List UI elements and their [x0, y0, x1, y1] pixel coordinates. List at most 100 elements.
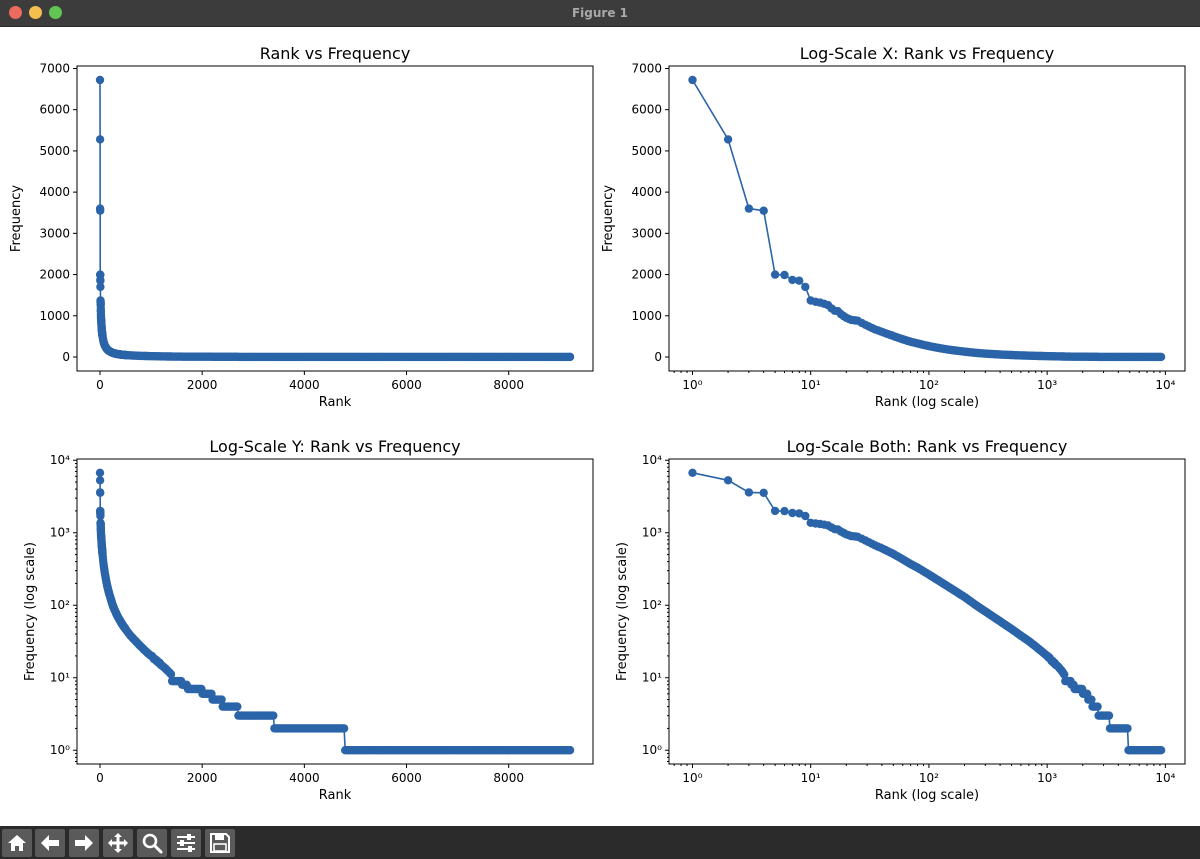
- back-button[interactable]: [35, 829, 65, 857]
- y-tick-label: 10⁴: [50, 453, 70, 467]
- y-tick-label: 10⁰: [50, 743, 70, 757]
- axes-frame: [76, 458, 594, 765]
- x-tick-label: 4000: [289, 378, 320, 392]
- maximize-window-button[interactable]: [49, 6, 62, 19]
- y-tick-label: 4000: [39, 185, 70, 199]
- data-point: [96, 511, 105, 521]
- charts-svg: 0 2000 4000 6000 8000 0 1000 2000 3000 4000 5000 60…: [9, 44, 1186, 803]
- x-tick-label: 2000: [187, 378, 218, 392]
- chart-3: 0 2000 4000 6000 8000 10⁰ 10¹ 10² 10³ 10⁴ Log-Scal…: [23, 437, 594, 803]
- configure-subplots-button[interactable]: [171, 829, 201, 857]
- chart-4: 10⁰ 10¹ 10² 10³ 10⁴ 10⁰ 10¹ 10² 10³ 10⁴ Log-Scale …: [615, 437, 1186, 803]
- x-axis-label: Rank (log scale): [875, 788, 979, 803]
- data-point: [95, 135, 105, 144]
- data-point: [770, 506, 780, 516]
- x-tick-label: 6000: [391, 771, 422, 785]
- y-tick-label: 10³: [50, 526, 70, 540]
- data-point: [1060, 670, 1069, 679]
- data-point: [1156, 746, 1166, 755]
- minimize-window-button[interactable]: [29, 6, 42, 19]
- x-tick-label: 10⁰: [682, 771, 702, 785]
- home-button[interactable]: [2, 829, 32, 857]
- axes-frame: [668, 65, 1186, 372]
- pan-button[interactable]: [103, 829, 133, 857]
- y-axis-label: Frequency (log scale): [615, 542, 630, 681]
- navigation-toolbar: [0, 826, 1200, 859]
- y-tick-label: 3000: [631, 226, 662, 240]
- move-icon: [108, 833, 128, 853]
- y-tick-label: 5000: [631, 144, 662, 158]
- data-series: [95, 75, 575, 362]
- x-tick-label: 10⁰: [682, 378, 702, 392]
- data-point: [801, 282, 810, 292]
- y-tick-label: 7000: [39, 61, 70, 75]
- arrow-right-icon: [75, 835, 93, 851]
- y-tick-label: 10²: [50, 598, 70, 612]
- data-point: [788, 508, 797, 518]
- close-window-button[interactable]: [9, 6, 22, 19]
- y-tick-label: 10⁰: [642, 743, 662, 757]
- y-tick-label: 10⁴: [642, 453, 662, 467]
- chart-title: Log-Scale X: Rank vs Frequency: [800, 44, 1055, 63]
- data-point: [96, 276, 105, 285]
- zoom-button[interactable]: [137, 829, 167, 857]
- data-point: [95, 468, 105, 477]
- data-point: [339, 724, 349, 733]
- data-point: [795, 276, 804, 285]
- y-tick-label: 0: [62, 350, 70, 364]
- data-point: [269, 711, 278, 720]
- data-point: [95, 75, 105, 85]
- data-series: [95, 468, 575, 755]
- x-tick-label: 10¹: [801, 378, 821, 392]
- series-line: [691, 79, 1162, 358]
- data-point: [1104, 711, 1114, 720]
- data-point: [166, 670, 176, 679]
- arrow-left-icon: [41, 835, 59, 851]
- x-tick-label: 10³: [1037, 378, 1057, 392]
- y-axis-label: Frequency: [601, 185, 616, 252]
- x-tick-label: 10²: [919, 378, 939, 392]
- y-tick-label: 10²: [642, 598, 662, 612]
- data-series: [688, 75, 1166, 362]
- axes-frame: [76, 65, 594, 372]
- x-tick-label: 0: [96, 378, 104, 392]
- y-tick-label: 10¹: [642, 671, 662, 685]
- y-tick-label: 7000: [631, 61, 662, 75]
- magnifier-icon: [142, 833, 163, 854]
- data-point: [1093, 702, 1102, 711]
- data-point: [688, 75, 697, 85]
- x-tick-label: 4000: [289, 771, 320, 785]
- y-tick-label: 6000: [631, 103, 662, 117]
- axes-frame: [668, 458, 1186, 765]
- y-axis-label: Frequency (log scale): [23, 542, 38, 681]
- data-point: [744, 488, 754, 497]
- x-tick-label: 10¹: [801, 771, 821, 785]
- data-point: [96, 282, 105, 292]
- chart-1: 0 2000 4000 6000 8000 0 1000 2000 3000 4000 5000 60…: [9, 44, 594, 410]
- x-axis-label: Rank: [319, 395, 352, 410]
- y-tick-label: 5000: [39, 144, 70, 158]
- y-tick-label: 2000: [631, 268, 662, 282]
- data-point: [1156, 352, 1166, 362]
- save-button[interactable]: [205, 829, 235, 857]
- home-icon: [8, 835, 26, 851]
- data-point: [780, 506, 789, 516]
- y-tick-label: 0: [654, 350, 662, 364]
- data-point: [688, 468, 697, 477]
- forward-button[interactable]: [69, 829, 99, 857]
- data-point: [96, 206, 105, 215]
- x-tick-label: 8000: [493, 378, 524, 392]
- x-axis-label: Rank (log scale): [875, 395, 979, 410]
- series-line: [99, 79, 570, 358]
- data-point: [565, 352, 575, 362]
- data-point: [759, 206, 768, 215]
- data-point: [233, 702, 242, 711]
- data-point: [744, 204, 754, 213]
- y-tick-label: 1000: [631, 309, 662, 323]
- floppy-disk-icon: [210, 833, 230, 853]
- data-point: [1123, 724, 1132, 733]
- y-tick-label: 1000: [39, 309, 70, 323]
- data-point: [565, 746, 575, 755]
- x-tick-label: 10²: [919, 771, 939, 785]
- y-tick-label: 4000: [631, 185, 662, 199]
